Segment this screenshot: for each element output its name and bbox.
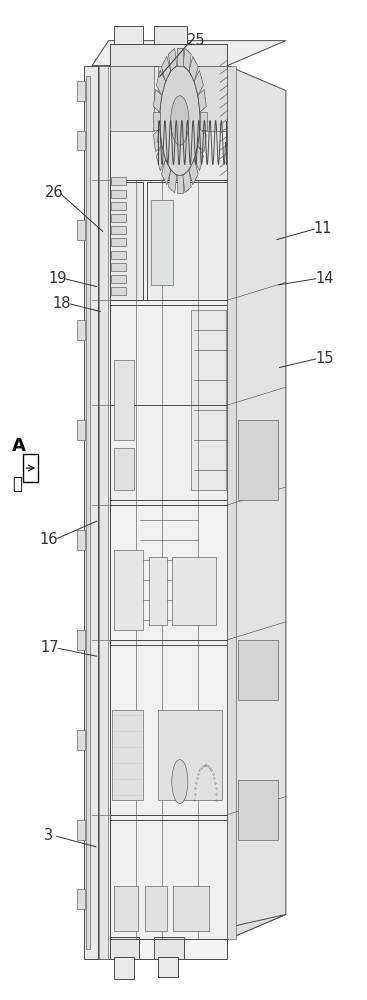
Polygon shape [189,160,198,185]
Text: 26: 26 [44,185,63,200]
Bar [77,220,85,240]
Bar [145,886,167,931]
Bar [77,730,85,750]
Polygon shape [168,170,177,193]
Bar [110,505,227,640]
Circle shape [172,760,188,804]
Bar [147,182,227,300]
Circle shape [171,96,189,145]
Polygon shape [198,129,206,152]
Polygon shape [156,70,166,96]
Polygon shape [161,56,171,81]
Bar [227,66,236,939]
Bar [77,81,85,101]
Text: 25: 25 [187,33,206,48]
Bar [77,420,85,440]
Text: 16: 16 [39,532,58,547]
Bar [158,66,227,131]
Bar [84,66,98,959]
Text: 3: 3 [44,828,53,843]
Text: 17: 17 [41,640,59,655]
Bar [77,630,85,650]
Text: A: A [12,437,26,455]
Bar [238,640,278,700]
Bar [77,131,85,150]
Bar [158,710,222,800]
Bar [92,66,228,959]
Bar [99,66,108,959]
Polygon shape [153,112,160,130]
Bar [114,957,134,979]
Bar [114,448,134,490]
Polygon shape [168,48,177,71]
Polygon shape [177,175,183,193]
Bar [114,26,143,44]
Polygon shape [228,66,286,939]
Polygon shape [161,160,171,185]
Text: 14: 14 [315,271,334,286]
Polygon shape [92,914,286,959]
Bar [158,957,178,977]
Bar [77,889,85,909]
Bar [86,76,90,949]
Polygon shape [200,112,207,130]
Bar [77,820,85,840]
Polygon shape [92,41,286,66]
Bar [111,251,126,259]
Polygon shape [177,48,183,66]
Bar [111,226,126,234]
Bar [111,263,126,271]
Bar [23,454,38,482]
Bar [110,645,227,815]
Bar [111,214,126,222]
Bar [110,81,227,939]
Bar [111,190,126,198]
Text: 15: 15 [315,351,334,366]
Bar [111,177,126,185]
Bar [111,287,126,295]
Text: 向: 向 [12,475,22,493]
Text: 11: 11 [313,221,332,236]
Bar [238,420,278,500]
Polygon shape [189,56,198,81]
Bar [111,238,126,246]
Bar [150,200,172,285]
Bar [111,275,126,283]
Polygon shape [194,146,203,171]
Polygon shape [183,170,191,193]
Bar [114,886,138,931]
Polygon shape [153,129,162,152]
Bar [111,202,126,210]
Bar [110,44,227,66]
Bar [238,780,278,840]
Circle shape [160,66,200,175]
Bar [172,886,209,931]
Bar [110,820,227,939]
Polygon shape [183,48,191,71]
Bar [154,26,187,44]
Bar [110,66,153,131]
Bar [112,710,143,800]
Text: 19: 19 [48,271,67,286]
Polygon shape [153,89,162,112]
Bar [172,557,216,625]
Text: 18: 18 [53,296,71,311]
Bar [191,310,226,490]
Bar [77,530,85,550]
Bar [110,66,227,180]
Bar [149,557,167,625]
Bar [114,360,134,440]
Polygon shape [156,146,166,171]
Bar [77,320,85,340]
Bar [110,182,142,300]
Bar [110,305,227,500]
Bar [154,937,184,959]
Polygon shape [194,70,203,96]
Bar [114,550,143,630]
Polygon shape [198,89,206,112]
Bar [110,937,139,959]
